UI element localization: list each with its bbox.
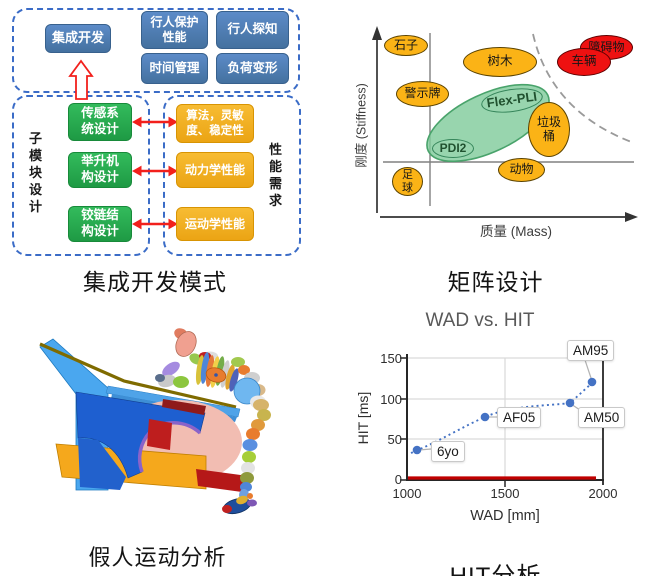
box-time-management: 时间管理	[141, 53, 208, 84]
box-sensing-system-design: 传感系统设计	[68, 103, 132, 141]
caption-hit-analysis: HIT分析	[330, 556, 661, 576]
matrix-y-axis-label: 刚度 (Stiffness)	[354, 83, 369, 168]
box-dynamics-performance: 动力学性能	[176, 152, 254, 188]
callout-am50: AM50	[578, 407, 626, 428]
ellipse-animal: 动物	[498, 158, 545, 182]
ellipse-soccer-ball: 足球	[392, 167, 423, 196]
callout-am95: AM95	[567, 340, 615, 361]
ytick-150: 150	[380, 351, 402, 366]
box-hinge-structure-design: 铰链结构设计	[68, 206, 132, 242]
ellipse-trash-can: 垃圾桶	[528, 102, 570, 157]
xtick-1000: 1000	[392, 486, 422, 501]
label-performance-requirements: 性能需求	[268, 142, 282, 208]
caption-matrix-design: 矩阵设计	[447, 269, 544, 295]
caption-integration-mode: 集成开发模式	[83, 269, 227, 295]
ytick-0: 0	[394, 472, 402, 487]
ellipse-trees: 树木	[463, 47, 537, 77]
box-integrated-development: 集成开发	[45, 24, 111, 53]
wad-hit-y-axis-label: HIT [ms]	[355, 391, 371, 445]
panel-matrix-design: 刚度 (Stiffness) 质量 (Mass) 石子 警示牌 树木 障碍物 车…	[330, 0, 661, 300]
xtick-2000: 2000	[588, 486, 618, 501]
wad-hit-x-axis-label: WAD [mm]	[470, 508, 540, 524]
callout-af05: AF05	[497, 407, 542, 428]
wad-hit-chart-title: WAD vs. HIT	[425, 310, 535, 331]
ytick-100: 100	[380, 392, 402, 407]
callout-6yo: 6yo	[431, 441, 465, 462]
caption-dummy-motion-analysis: 假人运动分析	[88, 545, 227, 570]
box-lifting-mechanism-design: 举升机构设计	[68, 152, 132, 188]
ellipse-warning-sign: 警示牌	[396, 81, 449, 107]
ellipse-pdi2: PDI2	[432, 139, 474, 158]
box-pedestrian-protection-performance: 行人保护性能	[141, 11, 208, 49]
ellipse-stones: 石子	[384, 35, 428, 56]
xtick-1500: 1500	[490, 486, 520, 501]
panel-dummy-motion: 假人运动分析	[0, 300, 330, 576]
ellipse-vehicle: 车辆	[557, 48, 611, 76]
performance-group-frame	[163, 95, 301, 256]
panel-wad-hit: WAD vs. HIT 150 100 50 0 1000 1500 2000 …	[330, 300, 661, 576]
ytick-50: 50	[387, 432, 402, 447]
integration-top-group-frame	[12, 8, 300, 93]
box-load-deformation: 负荷变形	[216, 53, 289, 84]
label-submodule-design: 子模块设计	[28, 131, 42, 214]
panel-integration-diagram: 集成开发 行人保护性能 行人探知 时间管理 负荷变形 子模块设计 传感系统设计 …	[0, 0, 330, 300]
box-kinematics-performance: 运动学性能	[176, 207, 254, 241]
matrix-x-axis-label: 质量 (Mass)	[480, 224, 552, 239]
box-pedestrian-detection: 行人探知	[216, 11, 289, 49]
box-algorithm-sensitivity-stability: 算法，灵敏度、稳定性	[176, 104, 254, 143]
